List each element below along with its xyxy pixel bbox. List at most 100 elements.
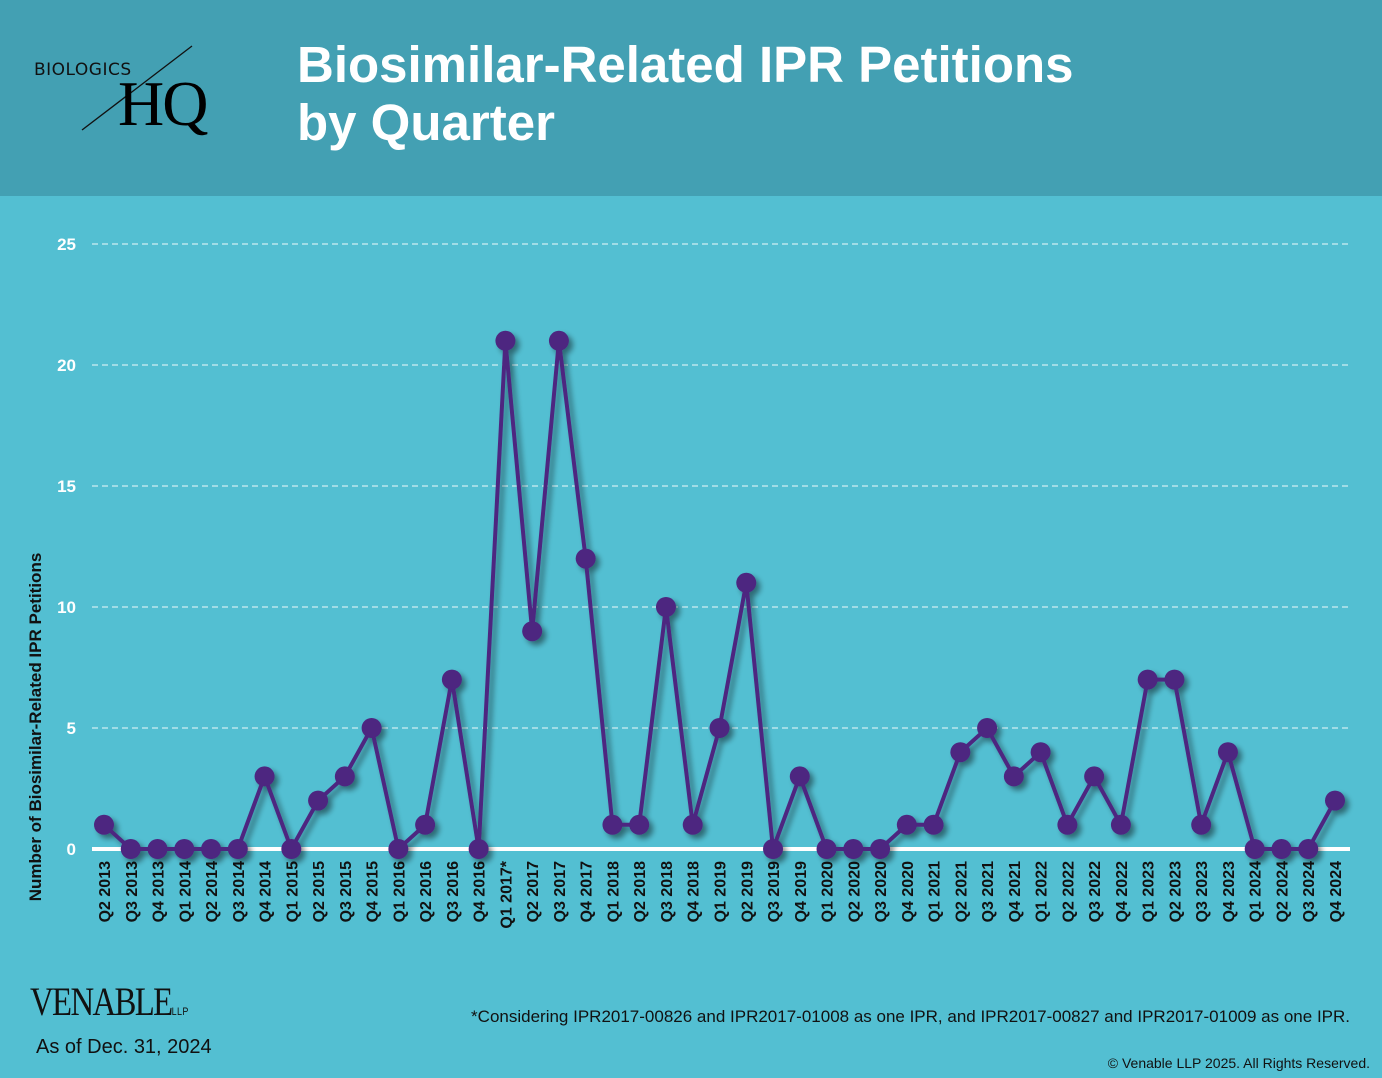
x-tick-label: Q2 2013	[97, 861, 114, 922]
x-tick-label: Q3 2016	[445, 861, 462, 922]
data-point	[763, 839, 784, 859]
x-tick-label: Q2 2015	[311, 861, 328, 922]
data-point	[1003, 766, 1024, 787]
data-point	[629, 814, 650, 835]
x-tick-label: Q3 2019	[766, 861, 783, 922]
venable-logo-suffix: LLP	[171, 1006, 189, 1018]
data-point	[575, 548, 596, 569]
x-tick-label: Q4 2019	[793, 861, 810, 922]
x-tick-label: Q2 2021	[953, 861, 970, 922]
data-point	[1110, 814, 1131, 835]
x-tick-label: Q4 2024	[1328, 861, 1345, 922]
data-point	[1137, 669, 1158, 690]
data-point	[334, 766, 355, 787]
x-tick-label: Q2 2018	[632, 861, 649, 922]
x-tick-label: Q4 2016	[472, 861, 489, 922]
x-tick-label: Q4 2014	[258, 861, 275, 922]
x-tick-label: Q3 2023	[1194, 861, 1211, 922]
data-point	[1325, 790, 1345, 811]
data-point	[923, 814, 944, 835]
data-point	[1217, 742, 1238, 763]
x-tick-label: Q2 2017	[525, 861, 542, 922]
x-tick-label: Q3 2024	[1301, 861, 1318, 922]
x-tick-label: Q4 2015	[365, 861, 382, 922]
x-tick-label: Q4 2021	[1007, 861, 1024, 922]
x-tick-label: Q1 2015	[284, 861, 301, 922]
x-tick-label: Q3 2013	[124, 861, 141, 922]
data-point	[655, 597, 676, 617]
data-point	[602, 814, 623, 835]
data-point	[415, 814, 436, 835]
x-tick-label: Q1 2018	[605, 861, 622, 922]
x-tick-label: Q2 2023	[1167, 861, 1184, 922]
data-point	[388, 839, 409, 859]
data-point	[94, 814, 114, 835]
data-point	[361, 718, 382, 738]
data-point	[709, 718, 730, 738]
x-tick-label: Q4 2018	[686, 861, 703, 922]
data-point	[468, 839, 489, 859]
data-point	[789, 766, 810, 787]
y-axis-label: Number of Biosimilar-Related IPR Petitio…	[26, 553, 45, 902]
logo-slash-icon	[81, 45, 193, 131]
x-tick-label: Q4 2023	[1221, 861, 1238, 922]
x-tick-label: Q1 2023	[1141, 861, 1158, 922]
venable-logo-text: VENABLE	[30, 979, 173, 1024]
data-point	[441, 669, 462, 690]
y-tick-label: 25	[57, 235, 76, 254]
footnote: *Considering IPR2017-00826 and IPR2017-0…	[471, 1007, 1350, 1026]
series-line	[102, 340, 1337, 854]
data-point	[950, 742, 971, 763]
x-tick-label: Q1 2022	[1034, 861, 1051, 922]
logo-biologics-text: BIOLOGICS	[34, 60, 132, 80]
y-tick-label: 20	[57, 356, 76, 375]
x-tick-label: Q3 2018	[659, 861, 676, 922]
data-point	[281, 839, 302, 859]
x-tick-label: Q2 2014	[204, 861, 221, 922]
x-tick-label: Q1 2024	[1248, 861, 1265, 922]
x-tick-label: Q4 2013	[151, 861, 168, 922]
data-point	[1030, 742, 1051, 763]
data-point	[548, 330, 569, 351]
title-line-1: Biosimilar-Related IPR Petitions	[297, 36, 1074, 93]
y-tick-label: 10	[57, 598, 76, 617]
x-tick-label: Q3 2020	[873, 861, 890, 922]
x-tick-label: Q3 2021	[980, 861, 997, 922]
as-of-date: As of Dec. 31, 2024	[36, 1036, 212, 1058]
data-point	[1164, 669, 1185, 690]
x-tick-label: Q1 2020	[820, 861, 837, 922]
x-tick-label: Q4 2017	[579, 861, 596, 922]
data-point	[495, 330, 516, 351]
x-tick-label: Q1 2019	[713, 861, 730, 922]
header-banner: BIOLOGICS HQ Biosimilar-Related IPR Peti…	[0, 0, 1382, 196]
data-point	[736, 572, 757, 593]
data-point	[1244, 839, 1265, 859]
data-point	[816, 839, 837, 859]
x-tick-label: Q3 2017	[552, 861, 569, 922]
x-tick-label: Q4 2022	[1114, 861, 1131, 922]
line-chart: 0 5 10 15 20 25 Number of Biosimilar-Related …	[26, 235, 1350, 929]
x-tick-label: Q4 2020	[900, 861, 917, 922]
x-tick-label: Q3 2015	[338, 861, 355, 922]
page-title: Biosimilar-Related IPR Petitions by Quar…	[297, 36, 1074, 152]
copyright: © Venable LLP 2025. All Rights Reserved.	[1107, 1055, 1370, 1071]
x-tick-label: Q2 2020	[846, 861, 863, 922]
y-tick-label: 15	[57, 477, 76, 496]
data-point	[1271, 839, 1292, 859]
x-tick-label: Q2 2016	[418, 861, 435, 922]
venable-logo: VENABLELLP	[30, 978, 189, 1025]
title-line-2: by Quarter	[297, 94, 555, 151]
x-tick-label: Q1 2017*	[498, 860, 515, 928]
data-point	[896, 814, 917, 835]
x-tick-label: Q1 2014	[177, 861, 194, 922]
data-point	[201, 839, 222, 859]
data-point	[1057, 814, 1078, 835]
data-point	[254, 766, 275, 787]
x-tick-label: Q2 2022	[1060, 861, 1077, 922]
y-tick-label: 5	[67, 719, 76, 738]
y-tick-label: 0	[67, 840, 76, 859]
data-point	[682, 814, 703, 835]
data-point	[1084, 766, 1105, 787]
data-point	[147, 839, 168, 859]
x-tick-label: Q1 2021	[927, 861, 944, 922]
